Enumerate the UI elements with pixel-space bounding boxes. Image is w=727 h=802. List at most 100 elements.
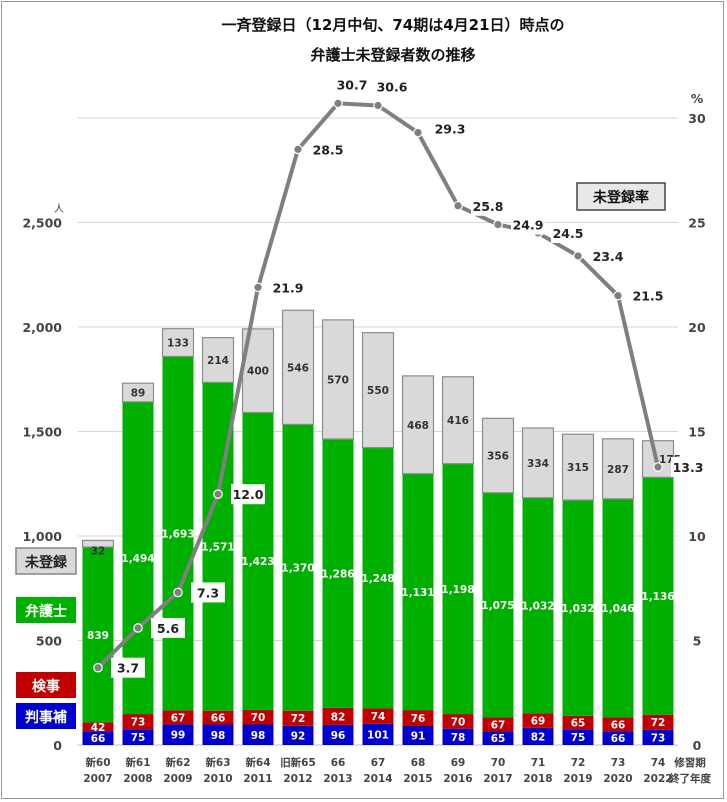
bar-segment — [122, 729, 154, 745]
bar-value-label: 416 — [447, 415, 469, 427]
bar-segment — [242, 412, 274, 710]
bar-value-label: 1,370 — [281, 563, 314, 575]
legend-swatch — [15, 547, 77, 575]
stacked-bars: 66428393275731,4948999671,69313398661,57… — [81, 309, 681, 745]
rate-label-bg — [191, 582, 225, 603]
x-tick-label: 2009 — [163, 773, 192, 785]
bar-segment — [601, 438, 635, 500]
bar-value-label: 1,032 — [521, 601, 554, 613]
x-tick-label: 新60 — [85, 756, 110, 769]
x-tick-label: 新64 — [245, 756, 270, 769]
bar-value-label: 1,032 — [561, 603, 594, 615]
legend-swatch — [16, 703, 76, 729]
bar-segment — [242, 709, 274, 725]
bar-value-label: 1,198 — [441, 584, 474, 596]
bar-segment — [361, 332, 395, 449]
bar-value-label: 1,423 — [241, 556, 274, 568]
x-tick-label: 2007 — [83, 773, 112, 785]
rate-value-label: 21.9 — [273, 280, 304, 295]
x-tick-label: 2014 — [363, 773, 392, 785]
bar-segment — [322, 439, 354, 708]
x-tick-label: 新62 — [165, 756, 190, 769]
right-tick-label: 5 — [693, 634, 702, 649]
rate-point — [93, 662, 103, 673]
bar-value-label: 92 — [291, 730, 306, 742]
bar-value-label: 89 — [131, 388, 146, 400]
x-tick-label: 73 — [611, 757, 626, 769]
bar-segment — [282, 710, 314, 726]
bar-value-label: 82 — [531, 731, 546, 743]
bar-segment — [201, 337, 235, 383]
x-axis-labels: 新60 2007 新61 2008 新62 2009 新63 2010 新64 2011 旧新65 2… — [83, 756, 672, 785]
bar-segment — [402, 725, 434, 745]
x-tick-label: 2018 — [523, 773, 552, 785]
bar-segment — [121, 382, 155, 403]
rate-value-label: 23.4 — [593, 249, 624, 264]
bar-value-label: 66 — [91, 733, 106, 745]
bar-value-label: 67 — [491, 719, 506, 731]
right-tick-label: 20 — [688, 320, 706, 335]
bar-value-label: 66 — [611, 719, 626, 731]
left-tick-label: 2,000 — [22, 320, 62, 335]
bar-value-label: 356 — [487, 451, 509, 463]
bar-value-label: 66 — [611, 733, 626, 745]
bar-value-label: 78 — [451, 732, 466, 744]
x-tick-label: 2008 — [123, 773, 152, 785]
bar-segment — [482, 731, 514, 745]
rate-label-box: 未登録率 — [576, 182, 666, 211]
x-axis-title-line1: 修習期 — [673, 756, 706, 769]
bar-segment — [442, 463, 474, 715]
bar-value-label: 42 — [91, 722, 106, 734]
x-tick-label: 2013 — [323, 773, 352, 785]
bar-segment — [161, 328, 195, 358]
rate-value-label: 30.7 — [337, 77, 368, 92]
bar-segment — [481, 417, 515, 494]
x-tick-label: 70 — [491, 757, 506, 769]
rate-value-label: 25.8 — [473, 199, 504, 214]
rate-label-bg — [433, 118, 467, 139]
left-tick-label: 1,500 — [22, 425, 62, 440]
bar-value-label: 70 — [451, 716, 466, 728]
bar-segment — [282, 725, 314, 745]
rate-label-bg — [335, 74, 369, 95]
bar-segment — [282, 424, 314, 711]
legend-label: 弁護士 — [25, 603, 67, 620]
rate-value-label: 24.5 — [553, 226, 584, 241]
rate-value-label: 3.7 — [117, 661, 139, 676]
bar-segment — [202, 710, 234, 725]
rate-point — [613, 290, 623, 301]
rate-label-bg — [631, 285, 665, 306]
bar-value-label: 72 — [291, 713, 306, 725]
bar-segment — [321, 319, 355, 440]
bar-segment — [482, 717, 514, 732]
x-tick-label: 2016 — [443, 773, 472, 785]
rate-point — [413, 127, 423, 138]
rate-line: 3.7 5.6 7.3 12.0 21.9 28.5 30.7 30.6 29.3 25.8 24.… — [93, 74, 705, 678]
rate-label-bg — [311, 139, 345, 160]
legend-label: 未登録 — [25, 554, 68, 571]
rate-value-label: 12.0 — [233, 487, 264, 502]
right-tick-label: 10 — [688, 529, 706, 544]
chart-title-line2: 弁護士未登録者数の推移 — [310, 46, 475, 64]
rate-label-bg — [471, 195, 505, 216]
bar-segment — [362, 708, 394, 724]
x-tick-label: 2022 — [643, 773, 672, 785]
bar-value-label: 66 — [211, 713, 226, 725]
bar-segment — [362, 723, 394, 745]
bar-segment — [602, 731, 634, 745]
bar-value-label: 315 — [567, 462, 589, 474]
rate-point — [133, 623, 143, 633]
bar-value-label: 73 — [651, 732, 666, 744]
rate-point — [213, 489, 223, 499]
rate-value-label: 21.5 — [633, 289, 664, 304]
bar-value-label: 101 — [367, 729, 389, 741]
rate-label-bg — [151, 617, 185, 638]
x-tick-label: 2012 — [283, 773, 312, 785]
left-tick-label: 0 — [53, 738, 62, 753]
bar-segment — [82, 547, 114, 723]
bar-segment — [322, 707, 354, 725]
bar-segment — [162, 724, 194, 745]
bar-value-label: 1,248 — [361, 573, 394, 585]
bar-segment — [442, 728, 474, 745]
